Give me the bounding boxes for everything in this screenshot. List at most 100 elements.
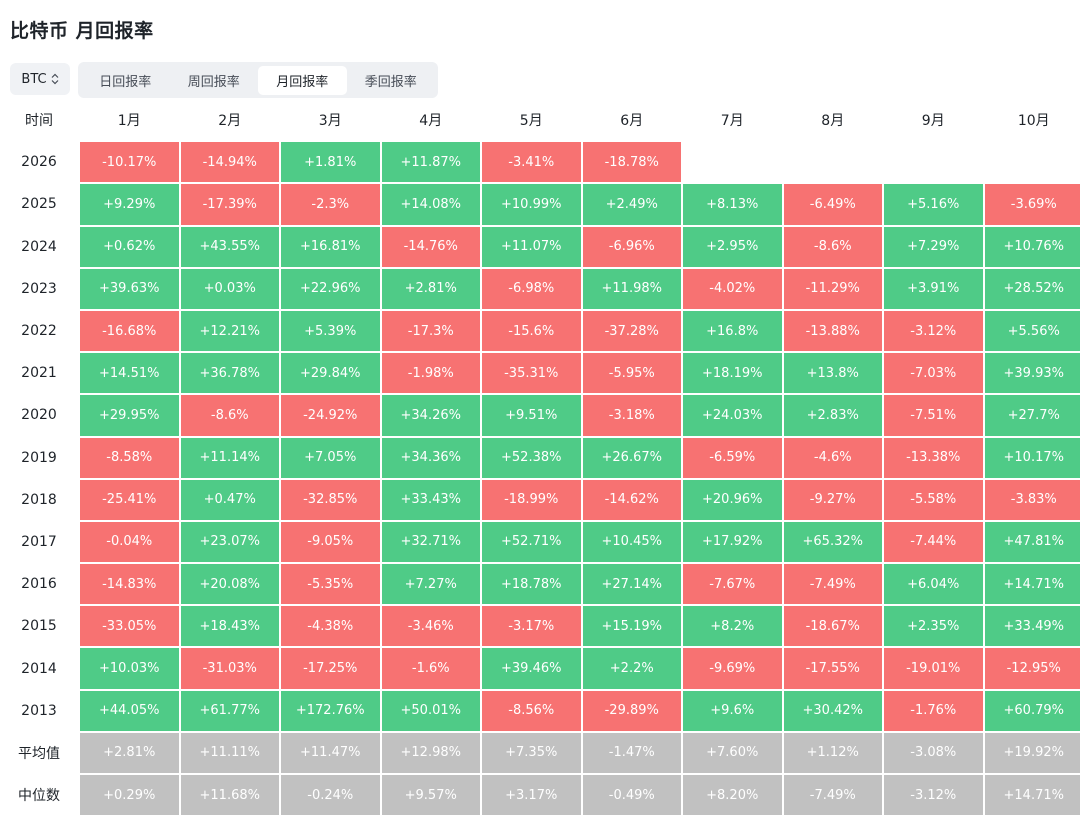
return-cell: +15.19% xyxy=(582,606,681,647)
month-header: 1月 xyxy=(117,113,141,130)
stat-cell: +11.68% xyxy=(180,775,279,816)
return-cell: -3.12% xyxy=(884,310,983,352)
return-cell: -5.35% xyxy=(281,564,380,605)
return-cell: +65.32% xyxy=(783,521,882,563)
stat-cell: +0.29% xyxy=(80,775,179,816)
return-cell: +10.17% xyxy=(984,437,1080,478)
returns-table: 时间 1月 2月 3月 4月 5月 6月 7月 8月 9月 10月 2026 -10.17% -14.94… xyxy=(0,99,1080,816)
return-cell: +23.07% xyxy=(180,521,279,563)
return-cell: +52.71% xyxy=(482,521,581,563)
return-cell: +61.77% xyxy=(180,690,279,731)
return-cell: -5.95% xyxy=(582,353,681,394)
return-cell: -14.83% xyxy=(80,564,179,605)
month-header: 3月 xyxy=(318,113,342,130)
return-cell: -4.02% xyxy=(683,268,782,309)
empty-cell xyxy=(784,142,883,182)
return-cell: +33.43% xyxy=(381,479,480,520)
return-cell: -18.99% xyxy=(482,479,581,520)
return-cell: -8.56% xyxy=(482,690,581,731)
return-cell: +9.29% xyxy=(80,184,179,225)
return-cell: +43.55% xyxy=(180,226,279,267)
return-cell: -18.67% xyxy=(783,606,882,647)
empty-cell xyxy=(884,142,983,182)
return-cell: +29.95% xyxy=(80,395,179,436)
return-cell: -29.89% xyxy=(582,690,681,731)
return-cell: +16.81% xyxy=(281,226,380,267)
return-cell: -3.41% xyxy=(482,142,581,183)
return-cell: -9.05% xyxy=(281,521,380,563)
tab-weekly[interactable]: 周回报率 xyxy=(187,74,240,90)
stat-cell: +19.92% xyxy=(984,732,1080,773)
return-cell: +10.03% xyxy=(80,648,179,689)
return-cell: +2.95% xyxy=(683,226,782,267)
year-label: 2020 xyxy=(21,407,57,424)
return-cell: -15.6% xyxy=(482,310,581,352)
chevron-up-down-icon xyxy=(51,73,59,85)
return-cell: +12.21% xyxy=(180,310,279,352)
return-cell: -7.51% xyxy=(884,395,983,436)
return-cell: +8.13% xyxy=(683,184,782,225)
year-label: 2025 xyxy=(21,196,57,213)
stat-cell: -0.49% xyxy=(582,775,681,816)
return-cell: +52.38% xyxy=(482,437,581,478)
return-cell: +20.96% xyxy=(683,479,782,520)
return-cell: +11.07% xyxy=(482,226,581,267)
return-cell: +3.91% xyxy=(884,268,983,309)
return-cell: +39.63% xyxy=(80,268,179,309)
return-cell: +16.8% xyxy=(683,310,782,352)
return-cell: +22.96% xyxy=(281,268,380,309)
return-cell: +27.14% xyxy=(582,564,681,605)
year-label: 2026 xyxy=(21,154,57,171)
stat-cell: +2.81% xyxy=(80,732,179,773)
return-cell: +0.62% xyxy=(80,226,179,267)
month-header: 2月 xyxy=(218,113,242,130)
tab-monthly[interactable]: 月回报率 xyxy=(258,65,347,95)
return-cell: +2.81% xyxy=(381,268,480,309)
return-cell: +11.98% xyxy=(582,268,681,309)
stat-cell: +14.71% xyxy=(984,775,1080,816)
stat-cell: +8.20% xyxy=(683,775,782,816)
return-cell: +18.78% xyxy=(482,564,581,605)
return-cell: -8.6% xyxy=(783,226,882,267)
return-cell: -7.67% xyxy=(683,564,782,605)
return-cell: -4.6% xyxy=(783,437,882,478)
return-cell: +60.79% xyxy=(984,690,1080,731)
year-label: 2019 xyxy=(21,449,57,466)
return-cell: -11.29% xyxy=(783,268,882,309)
return-cell: +1.81% xyxy=(281,142,380,183)
asset-select[interactable]: BTC xyxy=(10,63,70,95)
return-cell: +10.99% xyxy=(482,184,581,225)
return-cell: -3.17% xyxy=(482,606,581,647)
tab-quarterly[interactable]: 季回报率 xyxy=(364,74,417,90)
return-cell: -17.25% xyxy=(281,648,380,689)
return-cell: -17.3% xyxy=(381,310,480,352)
return-cell: +5.16% xyxy=(884,184,983,225)
return-cell: -14.76% xyxy=(381,226,480,267)
stat-cell: -3.08% xyxy=(884,732,983,773)
return-cell: +0.47% xyxy=(180,479,279,520)
return-cell: -9.27% xyxy=(783,479,882,520)
table-corner-header: 时间 xyxy=(25,113,53,130)
return-cell: +9.6% xyxy=(683,690,782,731)
return-cell: +2.83% xyxy=(783,395,882,436)
return-cell: +5.56% xyxy=(984,310,1080,352)
return-cell: -3.83% xyxy=(984,479,1080,520)
return-cell: +47.81% xyxy=(984,521,1080,563)
return-cell: -17.39% xyxy=(180,184,279,225)
return-cell: -3.18% xyxy=(582,395,681,436)
return-cell: +11.87% xyxy=(381,142,480,183)
return-cell: -25.41% xyxy=(80,479,179,520)
stat-cell: -7.49% xyxy=(783,775,882,816)
return-cell: -5.58% xyxy=(884,479,983,520)
return-cell: -19.01% xyxy=(884,648,983,689)
tab-daily[interactable]: 日回报率 xyxy=(99,74,152,90)
return-cell: +7.05% xyxy=(281,437,380,478)
return-cell: -17.55% xyxy=(783,648,882,689)
return-cell: +14.08% xyxy=(381,184,480,225)
stat-cell: -3.12% xyxy=(884,775,983,816)
return-cell: +10.45% xyxy=(582,521,681,563)
year-label: 2014 xyxy=(21,660,57,677)
return-cell: -1.6% xyxy=(381,648,480,689)
return-cell: +36.78% xyxy=(180,353,279,394)
return-cell: -3.46% xyxy=(381,606,480,647)
